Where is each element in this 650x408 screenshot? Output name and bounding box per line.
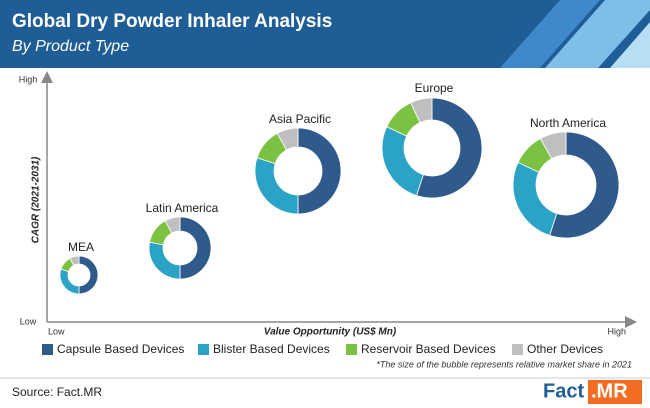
header-stripe: [545, 0, 650, 68]
logo: Fact: [543, 380, 584, 402]
source: Source: Fact.MR: [12, 385, 102, 399]
region-label: North America: [530, 116, 606, 130]
y-axis-end: Low: [20, 316, 37, 326]
donut-segment: [254, 157, 299, 215]
legend-label: Capsule Based Devices: [57, 342, 184, 356]
region-label: Europe: [415, 81, 454, 95]
region-label: Latin America: [146, 201, 219, 215]
legend-swatch: [42, 344, 53, 355]
chart-title: Global Dry Powder Inhaler Analysis: [12, 11, 332, 32]
logo-box: [588, 380, 642, 404]
donut-segment: [69, 255, 80, 266]
footnote: *The size of the bubble represents relat…: [376, 359, 632, 369]
x-axis-label: Value Opportunity (US$ Mn): [264, 327, 397, 338]
legend-swatch: [512, 344, 523, 355]
donut-segment: [179, 216, 212, 280]
region-label: Asia Pacific: [269, 112, 331, 126]
donut-segment: [78, 255, 99, 295]
donut-segment: [276, 127, 299, 151]
legend-label: Other Devices: [527, 342, 603, 356]
legend-swatch: [346, 344, 357, 355]
legend-label: Blister Based Devices: [213, 342, 330, 356]
region-label: MEA: [68, 240, 94, 254]
donut-segment: [549, 131, 620, 239]
donut-segment: [381, 126, 424, 197]
donut-segment: [416, 97, 483, 199]
donut-segment: [164, 216, 181, 234]
logo: .MR: [591, 380, 628, 402]
donut-segment: [512, 161, 558, 236]
legend-label: Reservoir Based Devices: [361, 342, 496, 356]
donut-segment: [148, 241, 181, 280]
legend-swatch: [198, 344, 209, 355]
header-stripe: [500, 0, 600, 68]
header-stripe: [610, 22, 650, 68]
chart-subtitle: By Product Type: [12, 38, 129, 55]
y-axis-end: High: [19, 74, 38, 84]
x-axis-end: High: [607, 326, 626, 336]
donut-segment: [539, 131, 567, 160]
donut-segment: [410, 97, 433, 124]
y-axis-label: CAGR (2021-2031): [31, 156, 42, 243]
x-axis-end: Low: [48, 326, 65, 336]
donut-segment: [297, 127, 342, 215]
donut-segment: [59, 268, 80, 295]
